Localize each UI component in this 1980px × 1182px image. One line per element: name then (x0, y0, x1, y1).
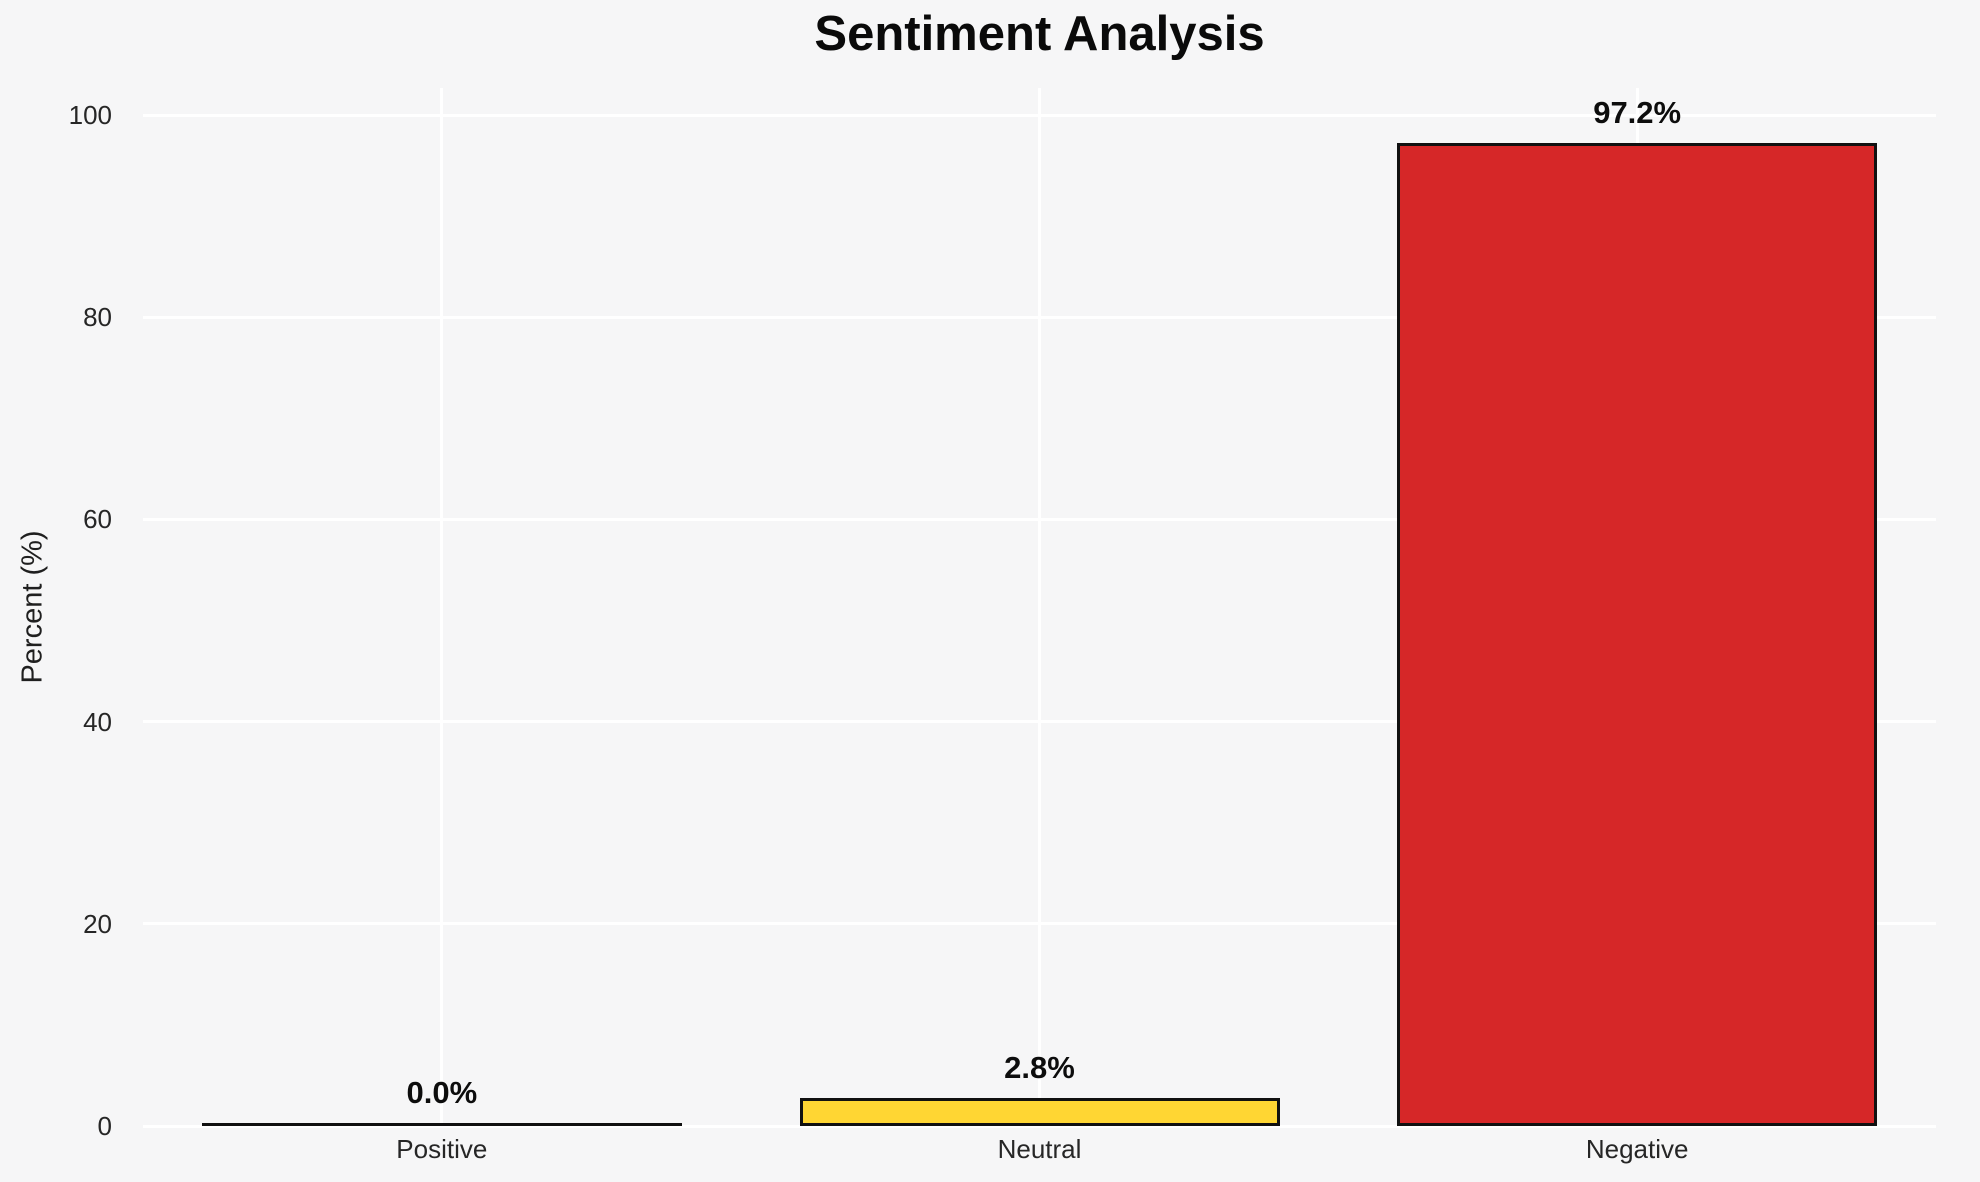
gridline-x-neutral (1038, 88, 1041, 1126)
x-tick-label-neutral: Neutral (997, 1134, 1082, 1164)
plot-area: 0.0% 2.8% 97.2% (143, 88, 1936, 1128)
x-tick-label-positive: Positive (396, 1134, 488, 1164)
y-tick-label-60: 60 (83, 504, 112, 535)
value-label-negative: 97.2% (1593, 95, 1682, 131)
y-tick-label-100: 100 (68, 100, 112, 130)
y-tick-label-40: 40 (83, 706, 112, 737)
chart-title: Sentiment Analysis (814, 7, 1265, 61)
value-label-neutral: 2.8% (1004, 1049, 1075, 1085)
bar-negative (1397, 143, 1878, 1126)
value-label-positive: 0.0% (406, 1075, 478, 1110)
gridline-y-0 (143, 1124, 1936, 1128)
bar-positive (201, 1123, 682, 1126)
bar-neutral (799, 1098, 1280, 1126)
gridline-x-positive (440, 88, 444, 1126)
y-tick-label-80: 80 (83, 302, 112, 333)
x-tick-label-negative: Negative (1585, 1134, 1689, 1164)
y-tick-label-0: 0 (97, 1111, 112, 1141)
y-tick-label-20: 20 (83, 908, 112, 939)
y-axis-label: Percent (%) (16, 530, 49, 684)
